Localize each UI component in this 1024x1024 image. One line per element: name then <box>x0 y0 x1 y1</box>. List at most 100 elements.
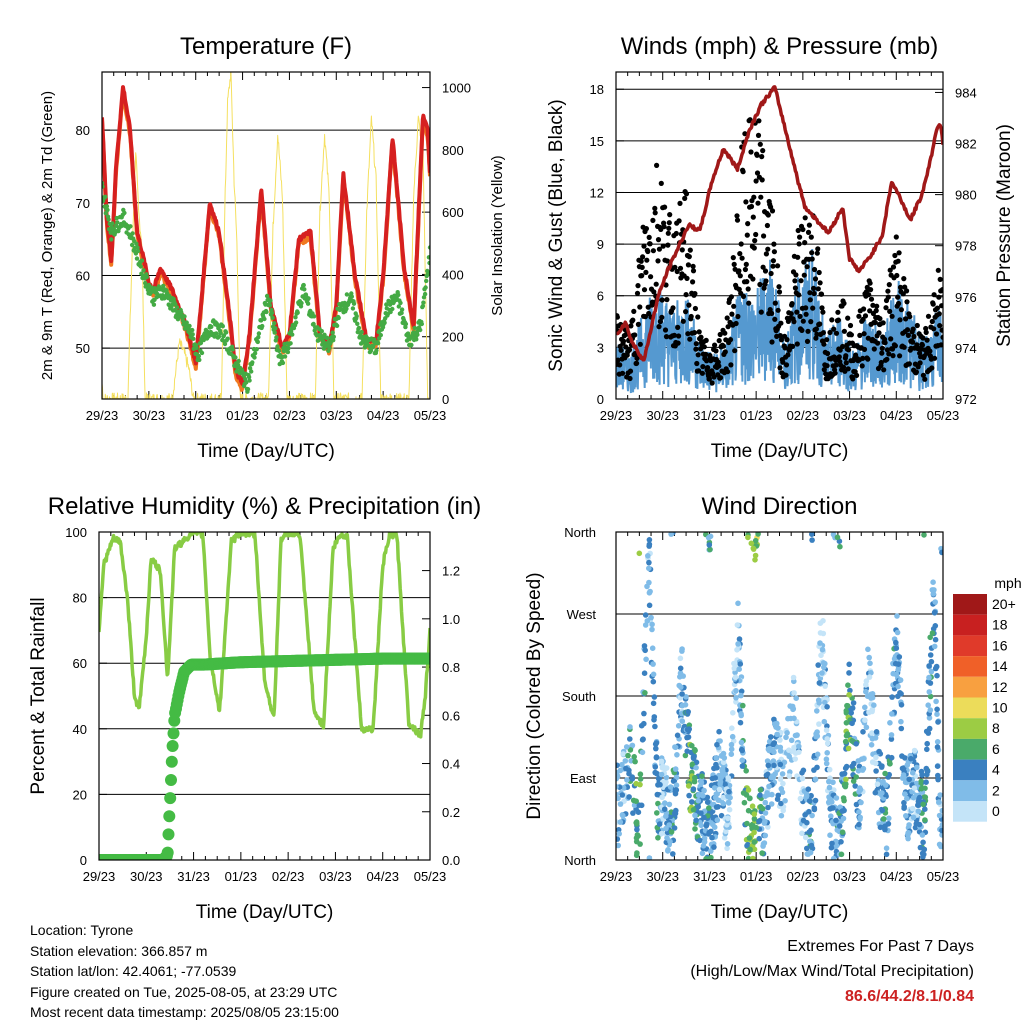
direction-point <box>701 787 707 794</box>
dewpoint-point <box>399 310 404 316</box>
gust-point <box>626 347 633 353</box>
gust-point <box>696 368 702 374</box>
direction-point <box>626 794 632 800</box>
dewpoint-point <box>412 325 417 331</box>
direction-point <box>701 814 707 821</box>
direction-point <box>797 795 804 802</box>
gust-point <box>794 341 800 347</box>
gust-point <box>641 243 647 249</box>
gust-point <box>854 372 860 378</box>
direction-point <box>649 645 656 651</box>
direction-point <box>828 844 835 851</box>
direction-point <box>726 806 733 813</box>
dewpoint-point <box>247 378 252 383</box>
direction-point <box>816 680 823 686</box>
y-right-tick-label: 600 <box>442 205 464 220</box>
direction-point <box>672 766 679 772</box>
direction-point <box>649 621 655 628</box>
legend-swatch <box>953 697 987 719</box>
gust-point <box>910 326 916 332</box>
gust-point <box>778 337 785 343</box>
direction-point <box>622 758 629 764</box>
direction-point <box>644 618 651 624</box>
direction-point <box>679 718 686 724</box>
direction-point <box>820 630 827 637</box>
y-right-tick-label: 0.0 <box>442 853 460 868</box>
gust-point <box>883 305 889 311</box>
direction-point <box>655 775 662 782</box>
direction-point <box>708 854 714 860</box>
gust-point <box>923 329 929 335</box>
gust-point <box>742 266 749 273</box>
dewpoint-point <box>327 345 332 351</box>
direction-point <box>643 656 649 663</box>
dewpoint-point <box>152 286 158 291</box>
direction-point <box>689 761 696 768</box>
y-tick-label: 6 <box>597 289 604 304</box>
direction-point <box>761 820 768 826</box>
dewpoint-point <box>273 326 278 331</box>
direction-point <box>843 776 849 783</box>
direction-point <box>794 732 800 738</box>
direction-point <box>761 840 768 846</box>
legend-label: 10 <box>992 700 1008 716</box>
gust-point <box>803 305 809 311</box>
direction-point <box>663 774 670 781</box>
direction-point <box>896 654 903 660</box>
dewpoint-point <box>244 380 249 385</box>
gust-point <box>661 224 667 230</box>
direction-point <box>661 806 668 812</box>
direction-point <box>823 760 830 767</box>
direction-point <box>619 761 625 768</box>
gust-point <box>800 318 806 324</box>
gust-point <box>924 337 930 343</box>
dewpoint-point <box>403 321 409 327</box>
direction-point <box>738 688 745 695</box>
direction-point <box>923 728 930 735</box>
direction-point <box>629 776 636 782</box>
dewpoint-point <box>230 347 235 352</box>
direction-point <box>682 702 689 708</box>
direction-point <box>724 822 730 828</box>
direction-point <box>632 758 638 765</box>
recent-data-text: Most recent data timestamp: 2025/08/05 2… <box>30 1004 339 1020</box>
gust-point <box>820 330 827 336</box>
direction-point <box>873 768 879 774</box>
direction-point <box>734 622 741 628</box>
gust-point <box>748 149 754 155</box>
gust-point <box>750 214 756 220</box>
direction-point <box>806 829 813 835</box>
x-tick-label: 31/23 <box>177 869 210 884</box>
gust-point <box>722 330 728 336</box>
dewpoint-point <box>191 336 196 341</box>
direction-point <box>699 850 706 857</box>
dewpoint-point <box>144 274 149 280</box>
gust-point <box>872 319 878 326</box>
gust-point <box>845 315 851 321</box>
chart-title: Temperature (F) <box>180 33 352 60</box>
gust-point <box>637 341 643 347</box>
direction-point <box>821 664 827 670</box>
direction-point <box>764 790 770 796</box>
gust-point <box>897 284 904 290</box>
dewpoint-point <box>222 341 228 347</box>
dewpoint-point <box>396 304 401 309</box>
x-axis-label: Time (Day/UTC) <box>196 902 334 923</box>
dewpoint-point <box>196 353 201 359</box>
gust-point <box>792 278 798 284</box>
direction-point <box>932 609 938 616</box>
direction-point <box>869 691 876 697</box>
direction-point <box>824 736 830 742</box>
gust-point <box>798 278 804 284</box>
dewpoint-point <box>274 335 279 340</box>
direction-point <box>786 753 792 760</box>
gust-point <box>650 248 657 254</box>
gust-point <box>904 327 911 333</box>
y-right-tick-label: 974 <box>955 341 977 356</box>
x-tick-label: 03/23 <box>833 869 866 884</box>
direction-point <box>744 820 750 827</box>
direction-point <box>692 826 698 832</box>
gust-point <box>806 222 813 228</box>
gust-point <box>646 234 652 240</box>
gust-point <box>712 342 718 348</box>
